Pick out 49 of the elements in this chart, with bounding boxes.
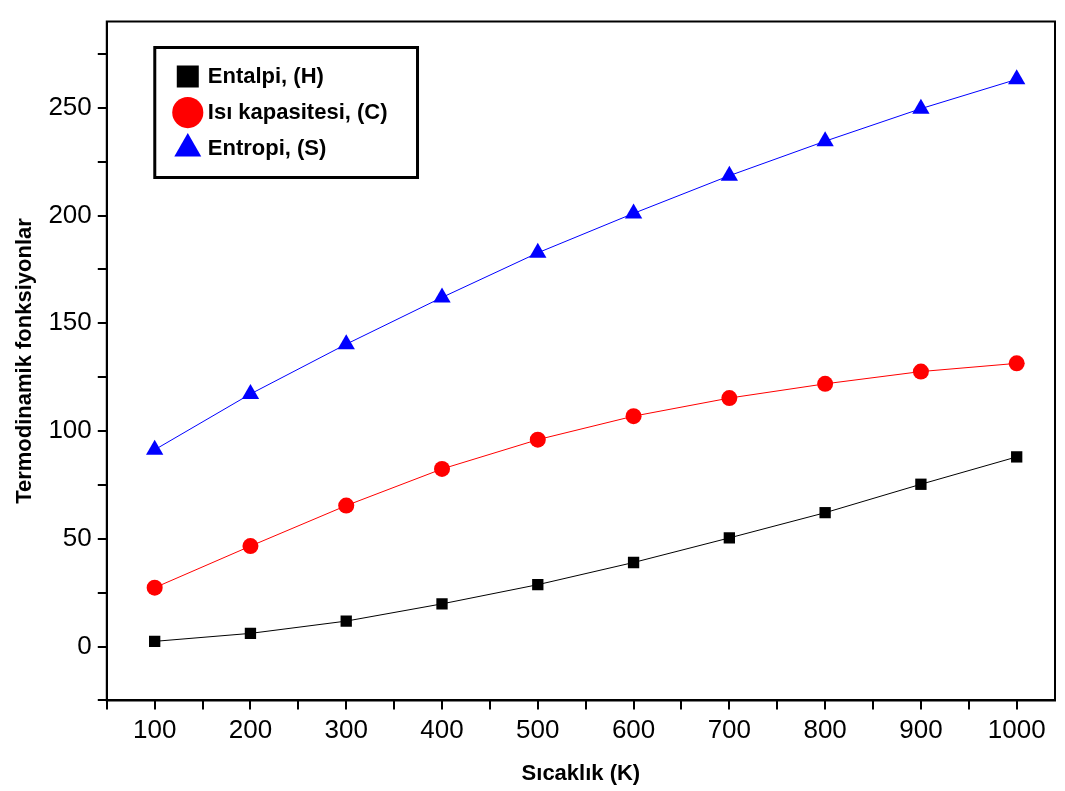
y-tick-label: 0 [77,629,92,660]
y-tick-label: 150 [48,306,92,337]
point [242,538,259,555]
y-tick-label: 250 [48,90,92,121]
x-tick-label: 500 [516,714,560,745]
y-tick-label: 50 [62,521,92,552]
y-axis-title: Termodinamik fonksiyonlar [11,217,37,504]
y-tick-label: 100 [48,414,92,445]
point [433,287,451,303]
point [434,460,451,477]
point [627,556,640,569]
x-tick-label: 400 [420,714,464,745]
y-tick-label: 200 [48,198,92,229]
point [915,478,927,490]
point [337,334,355,350]
point [819,507,831,519]
point [532,579,544,591]
x-tick-label: 800 [803,714,847,745]
point [244,627,257,640]
point [529,242,547,258]
point [149,635,161,648]
point [1011,451,1023,463]
legend-label: Entalpi, (H) [207,62,324,88]
point [1008,355,1025,372]
point [817,375,834,392]
x-tick-label: 100 [132,714,177,745]
x-tick-label: 700 [707,714,752,745]
point [338,497,355,514]
point [723,532,736,544]
point [146,579,163,596]
point [624,203,643,219]
point [816,131,834,147]
point [721,390,738,407]
point [912,98,930,114]
x-tick-label: 1000 [987,714,1046,745]
legend-label: Isı kapasitesi, (C) [207,98,388,124]
point [720,165,739,181]
x-tick-label: 200 [228,714,273,745]
x-tick-label: 900 [899,714,943,745]
point [912,363,929,380]
point [436,598,448,610]
x-axis-title: Sıcaklık (K) [521,759,641,785]
point [340,615,352,627]
point [1008,69,1026,85]
legend-label: Entropi, (S) [207,134,327,160]
x-tick-label: 300 [324,714,368,745]
x-tick-label: 600 [611,714,656,745]
point [625,408,642,425]
point [529,431,546,448]
